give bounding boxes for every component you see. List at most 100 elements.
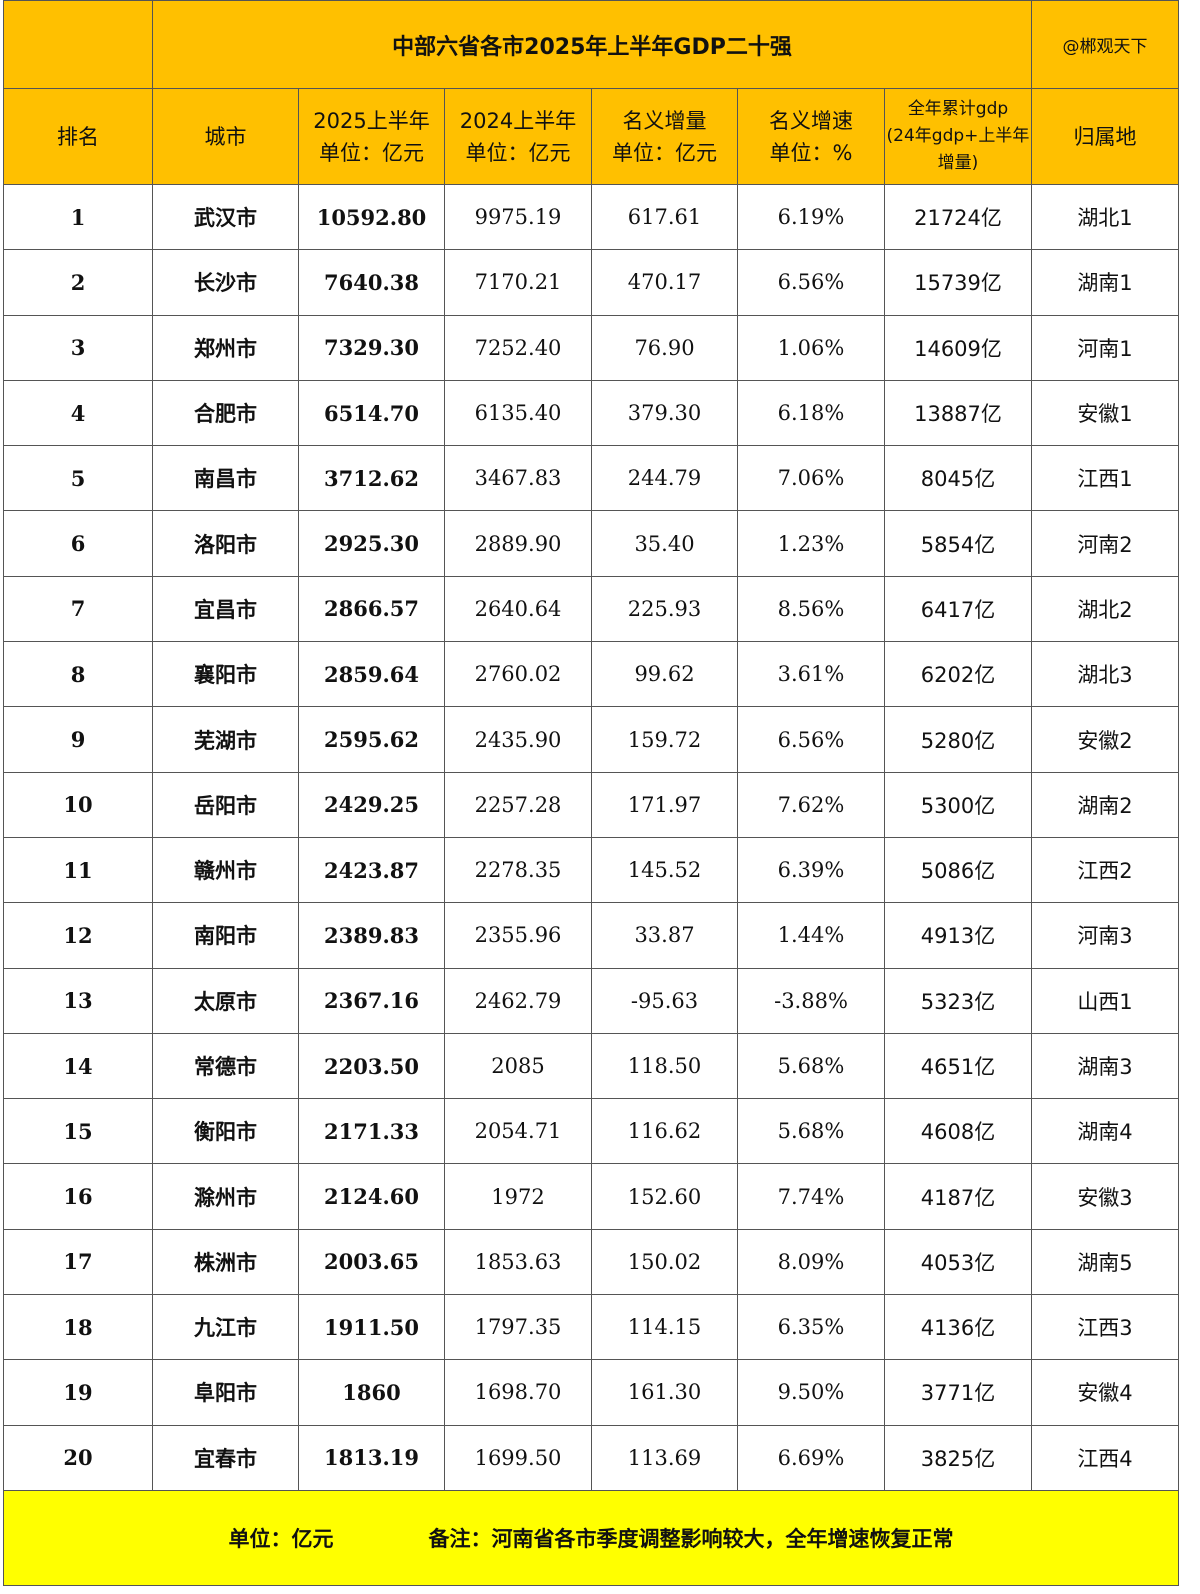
- cell-rank: 14: [3, 1032, 153, 1100]
- table-row: 14 常德市 2203.50 2085 118.50 5.68% 4651亿 湖南3: [3, 1032, 1179, 1100]
- table-row: 11 赣州市 2423.87 2278.35 145.52 6.39% 5086亿 江西2: [3, 836, 1179, 904]
- table-row: 5 南昌市 3712.62 3467.83 244.79 7.06% 8045亿 江西1: [3, 445, 1179, 512]
- cell-city: 赣州市: [152, 836, 299, 904]
- cell-h1-2025: 2203.50: [298, 1032, 445, 1100]
- cell-h1-2024: 2462.79: [444, 967, 592, 1034]
- header-full-year-gdp: 全年累计gdp (24年gdp+上半年增量): [884, 88, 1032, 185]
- cell-h1-2025: 2003.65: [298, 1228, 445, 1296]
- cell-city: 常德市: [152, 1032, 299, 1100]
- header-h1-2025: 2025上半年 单位：亿元: [298, 88, 445, 185]
- cell-full-year-gdp: 4913亿: [884, 902, 1032, 969]
- cell-nominal-growth: 8.09%: [737, 1228, 885, 1296]
- footer-row: 单位：亿元 备注：河南省各市季度调整影响较大，全年增速恢复正常: [3, 1489, 1179, 1586]
- table-row: 1 武汉市 10592.80 9975.19 617.61 6.19% 21724亿 湖北1: [3, 183, 1179, 251]
- cell-city: 襄阳市: [152, 641, 299, 708]
- table-row: 3 郑州市 7329.30 7252.40 76.90 1.06% 14609亿 河南1: [3, 314, 1179, 381]
- cell-rank: 20: [3, 1424, 153, 1491]
- cell-nominal-growth: -3.88%: [737, 967, 885, 1034]
- author-credit: @郴观天下: [1031, 0, 1179, 89]
- cell-h1-2025: 1813.19: [298, 1424, 445, 1491]
- cell-nominal-increase: 76.90: [591, 314, 738, 381]
- cell-nominal-growth: 5.68%: [737, 1032, 885, 1100]
- header-nominal-growth: 名义增速 单位：%: [737, 88, 885, 185]
- cell-city: 太原市: [152, 967, 299, 1034]
- cell-nominal-growth: 7.06%: [737, 445, 885, 512]
- cell-province: 河南3: [1031, 902, 1179, 969]
- cell-city: 宜昌市: [152, 575, 299, 643]
- table-row: 18 九江市 1911.50 1797.35 114.15 6.35% 4136亿 江西3: [3, 1294, 1179, 1361]
- cell-full-year-gdp: 5280亿: [884, 706, 1032, 773]
- cell-full-year-gdp: 5854亿: [884, 510, 1032, 577]
- cell-full-year-gdp: 4651亿: [884, 1032, 1032, 1100]
- cell-rank: 8: [3, 641, 153, 708]
- cell-rank: 17: [3, 1228, 153, 1296]
- cell-province: 河南2: [1031, 510, 1179, 577]
- gdp-ranking-table: 中部六省各市2025年上半年GDP二十强 @郴观天下 排名 城市 2025上半年 单位…: [3, 0, 1179, 1586]
- cell-nominal-increase: -95.63: [591, 967, 738, 1034]
- cell-province: 江西3: [1031, 1294, 1179, 1361]
- cell-nominal-growth: 1.44%: [737, 902, 885, 969]
- cell-nominal-increase: 113.69: [591, 1424, 738, 1491]
- table-row: 20 宜春市 1813.19 1699.50 113.69 6.69% 3825亿 江西4: [3, 1424, 1179, 1491]
- table-row: 16 滁州市 2124.60 1972 152.60 7.74% 4187亿 安徽3: [3, 1163, 1179, 1230]
- cell-nominal-growth: 9.50%: [737, 1359, 885, 1426]
- cell-rank: 3: [3, 314, 153, 381]
- cell-rank: 19: [3, 1359, 153, 1426]
- cell-province: 湖南5: [1031, 1228, 1179, 1296]
- cell-h1-2024: 2760.02: [444, 641, 592, 708]
- cell-rank: 16: [3, 1163, 153, 1230]
- table-row: 8 襄阳市 2859.64 2760.02 99.62 3.61% 6202亿 湖北3: [3, 641, 1179, 708]
- cell-nominal-increase: 118.50: [591, 1032, 738, 1100]
- cell-full-year-gdp: 4187亿: [884, 1163, 1032, 1230]
- cell-rank: 4: [3, 379, 153, 447]
- cell-h1-2024: 2278.35: [444, 836, 592, 904]
- cell-nominal-growth: 7.74%: [737, 1163, 885, 1230]
- footer-note: 备注：河南省各市季度调整影响较大，全年增速恢复正常: [428, 1526, 954, 1551]
- cell-rank: 2: [3, 249, 153, 316]
- cell-h1-2024: 2054.71: [444, 1098, 592, 1165]
- cell-full-year-gdp: 5300亿: [884, 771, 1032, 838]
- cell-city: 芜湖市: [152, 706, 299, 773]
- cell-province: 安徽1: [1031, 379, 1179, 447]
- cell-rank: 6: [3, 510, 153, 577]
- cell-nominal-growth: 1.06%: [737, 314, 885, 381]
- cell-h1-2025: 10592.80: [298, 183, 445, 251]
- cell-city: 南昌市: [152, 445, 299, 512]
- cell-city: 衡阳市: [152, 1098, 299, 1165]
- cell-rank: 15: [3, 1098, 153, 1165]
- cell-nominal-increase: 35.40: [591, 510, 738, 577]
- footer-unit: 单位：亿元: [228, 1526, 334, 1551]
- header-city: 城市: [152, 88, 299, 185]
- cell-province: 山西1: [1031, 967, 1179, 1034]
- cell-city: 武汉市: [152, 183, 299, 251]
- title-row: 中部六省各市2025年上半年GDP二十强 @郴观天下: [3, 0, 1179, 89]
- cell-province: 湖北1: [1031, 183, 1179, 251]
- cell-nominal-increase: 470.17: [591, 249, 738, 316]
- cell-province: 湖南1: [1031, 249, 1179, 316]
- cell-nominal-increase: 159.72: [591, 706, 738, 773]
- cell-nominal-increase: 152.60: [591, 1163, 738, 1230]
- cell-city: 郑州市: [152, 314, 299, 381]
- header-nominal-increase: 名义增量 单位：亿元: [591, 88, 738, 185]
- table-title: 中部六省各市2025年上半年GDP二十强: [152, 0, 1032, 89]
- cell-city: 洛阳市: [152, 510, 299, 577]
- cell-nominal-increase: 244.79: [591, 445, 738, 512]
- cell-city: 长沙市: [152, 249, 299, 316]
- cell-full-year-gdp: 6417亿: [884, 575, 1032, 643]
- cell-province: 湖北2: [1031, 575, 1179, 643]
- cell-province: 湖南4: [1031, 1098, 1179, 1165]
- cell-h1-2025: 7640.38: [298, 249, 445, 316]
- cell-province: 湖南3: [1031, 1032, 1179, 1100]
- cell-h1-2024: 1853.63: [444, 1228, 592, 1296]
- cell-nominal-increase: 617.61: [591, 183, 738, 251]
- cell-h1-2025: 7329.30: [298, 314, 445, 381]
- cell-full-year-gdp: 4608亿: [884, 1098, 1032, 1165]
- cell-full-year-gdp: 14609亿: [884, 314, 1032, 381]
- cell-h1-2025: 2595.62: [298, 706, 445, 773]
- cell-nominal-growth: 6.56%: [737, 706, 885, 773]
- cell-h1-2024: 2355.96: [444, 902, 592, 969]
- cell-h1-2024: 7252.40: [444, 314, 592, 381]
- cell-h1-2025: 2171.33: [298, 1098, 445, 1165]
- cell-nominal-growth: 6.39%: [737, 836, 885, 904]
- cell-city: 株洲市: [152, 1228, 299, 1296]
